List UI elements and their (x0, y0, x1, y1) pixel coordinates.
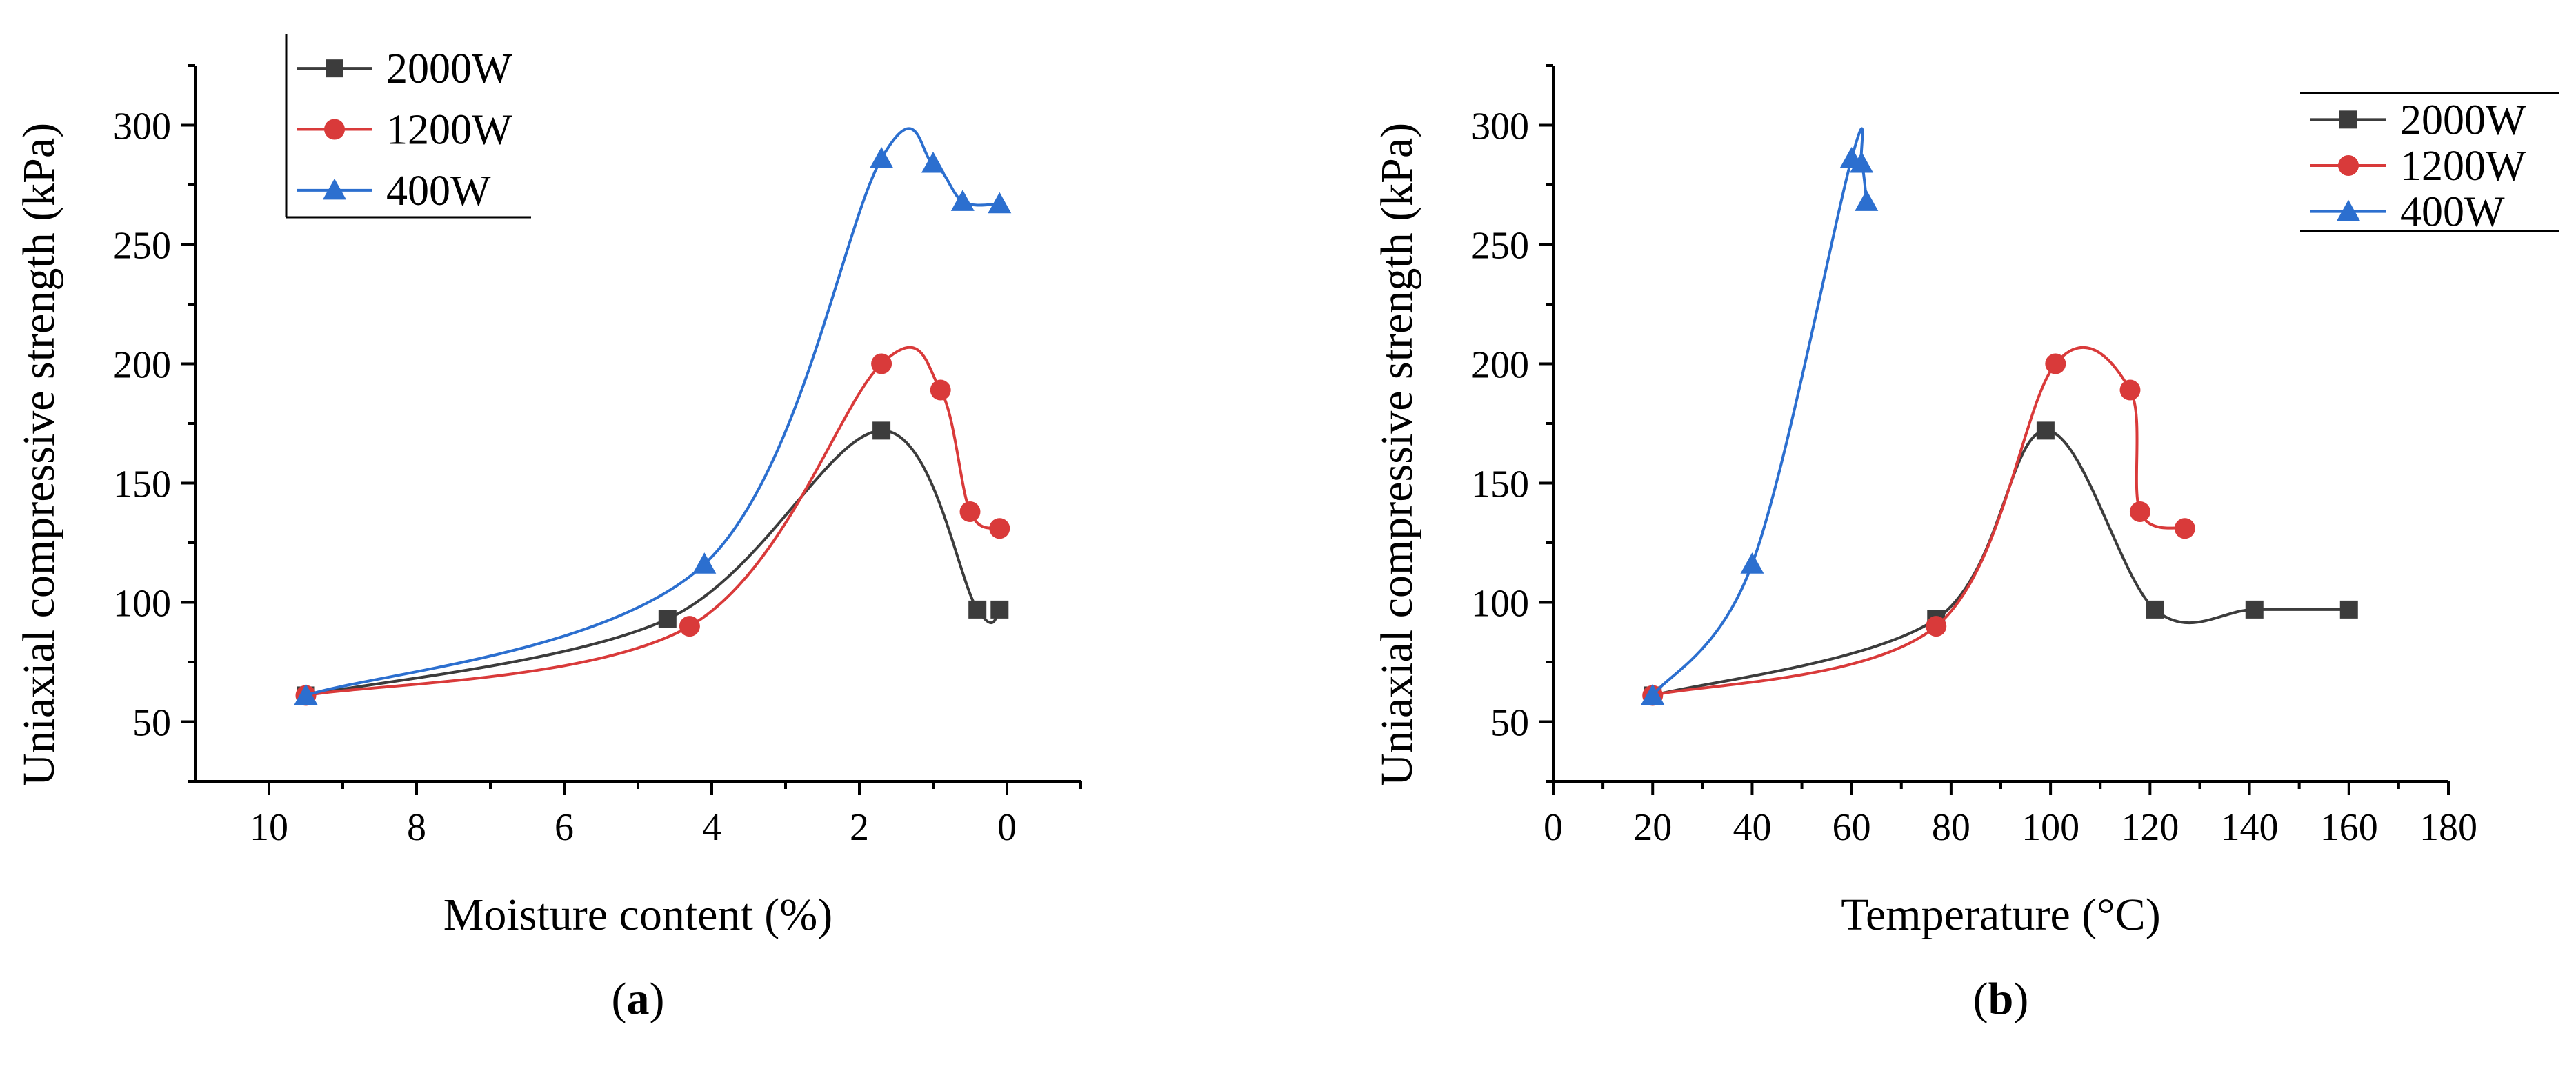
legend-marker-400W (2337, 199, 2360, 221)
panel-label-open: ( (1973, 974, 1988, 1024)
panel-b: 50 100 150 200 250 300 0 20 40 60 80 100 120 140 160 18… (1372, 64, 2559, 1024)
panel-label-close: ) (650, 974, 665, 1024)
series-line (306, 346, 1001, 697)
series-line (1652, 346, 2186, 697)
data-point (1740, 552, 1764, 574)
data-point (1641, 683, 1665, 705)
legend-label-2000W: 2000W (2400, 97, 2526, 143)
x-tick-label: 8 (407, 806, 426, 849)
panel-label-close: ) (2013, 974, 2028, 1024)
panel-label-open: ( (612, 974, 627, 1024)
y-tick-label: 50 (1490, 702, 1529, 745)
legend-label-2000W: 2000W (386, 46, 512, 92)
data-point (2045, 353, 2066, 374)
data-point (2036, 421, 2055, 440)
data-point (2146, 600, 2164, 619)
legend-label-1200W: 1200W (386, 107, 512, 154)
data-point (1926, 616, 1947, 637)
series-line (1651, 127, 1868, 697)
data-point (294, 683, 318, 705)
x-tick-label: 40 (1733, 806, 1771, 849)
y-tick-label: 250 (113, 225, 171, 268)
x-tick-label: 120 (2121, 806, 2179, 849)
data-point (988, 192, 1012, 214)
x-axis-title: Moisture content (%) (443, 890, 833, 940)
y-tick-label: 100 (1471, 583, 1529, 625)
panel-a: 50 100 150 200 250 300 10 8 6 4 2 0 Moisture content… (14, 34, 1082, 1024)
series-line (306, 429, 1001, 697)
data-point (1850, 151, 1874, 173)
x-tick-label: 100 (2021, 806, 2079, 849)
legend-marker-1200W (2338, 155, 2359, 176)
data-point (921, 151, 945, 173)
data-point (2119, 379, 2141, 401)
x-tick-label: 4 (702, 806, 721, 849)
y-tick-label: 150 (113, 463, 171, 506)
data-point (2129, 501, 2150, 523)
series-1200W (1642, 346, 2195, 706)
data-point (870, 146, 894, 168)
panel-label: (b) (1973, 974, 2029, 1024)
y-axis-title: Uniaxial compressive strength (kPa) (14, 123, 64, 786)
x-tick-label: 0 (1544, 806, 1563, 849)
data-point (2174, 518, 2195, 539)
x-tick-label: 180 (2419, 806, 2477, 849)
y-tick-label: 200 (1471, 344, 1529, 387)
y-tick-label: 200 (113, 344, 171, 387)
panel-label-letter: b (1988, 974, 2014, 1024)
legend-label-400W: 400W (2400, 189, 2505, 236)
series-400W (1641, 127, 1879, 705)
series-2000W (297, 421, 1009, 705)
data-point (1855, 190, 1879, 211)
x-tick-label: 140 (2221, 806, 2279, 849)
y-tick-label: 300 (1471, 106, 1529, 148)
y-tick-label: 100 (113, 583, 171, 625)
y-tick-label: 150 (1471, 463, 1529, 506)
x-tick-label: 60 (1833, 806, 1871, 849)
data-point (872, 421, 891, 440)
legend-marker-400W (323, 178, 346, 200)
data-point (959, 501, 981, 523)
x-tick-label: 10 (250, 806, 288, 849)
legend-marker-2000W (326, 59, 343, 78)
legend-marker-1200W (324, 119, 345, 140)
legend-label-1200W: 1200W (2400, 143, 2526, 190)
x-tick-label: 6 (555, 806, 574, 849)
x-tick-label: 160 (2320, 806, 2378, 849)
series-1200W (295, 346, 1010, 706)
data-point (871, 353, 892, 374)
y-tick-label: 300 (113, 106, 171, 148)
legend-label-400W: 400W (386, 168, 491, 214)
series-line (305, 127, 1000, 697)
data-point (2245, 600, 2264, 619)
data-point (2339, 600, 2358, 619)
series-400W (294, 127, 1012, 705)
x-tick-label: 20 (1633, 806, 1672, 849)
x-tick-label: 80 (1932, 806, 1970, 849)
y-tick-label: 50 (132, 702, 171, 745)
data-point (658, 610, 677, 628)
panel-label: (a) (612, 974, 665, 1024)
data-point (968, 600, 987, 619)
x-tick-label: 0 (997, 806, 1017, 849)
x-tick-label: 2 (850, 806, 869, 849)
x-axis-title: Temperature (°C) (1841, 890, 2160, 940)
y-axis-title: Uniaxial compressive strength (kPa) (1372, 123, 1422, 786)
data-point (989, 518, 1010, 539)
data-point (990, 600, 1009, 619)
data-point (679, 616, 700, 637)
legend: 2000W 1200W 400W (285, 34, 531, 219)
data-point (930, 379, 951, 401)
legend-marker-2000W (2339, 110, 2357, 129)
data-point (950, 190, 975, 211)
y-tick-label: 250 (1471, 225, 1529, 268)
data-point (692, 552, 717, 574)
panel-label-letter: a (627, 974, 650, 1024)
